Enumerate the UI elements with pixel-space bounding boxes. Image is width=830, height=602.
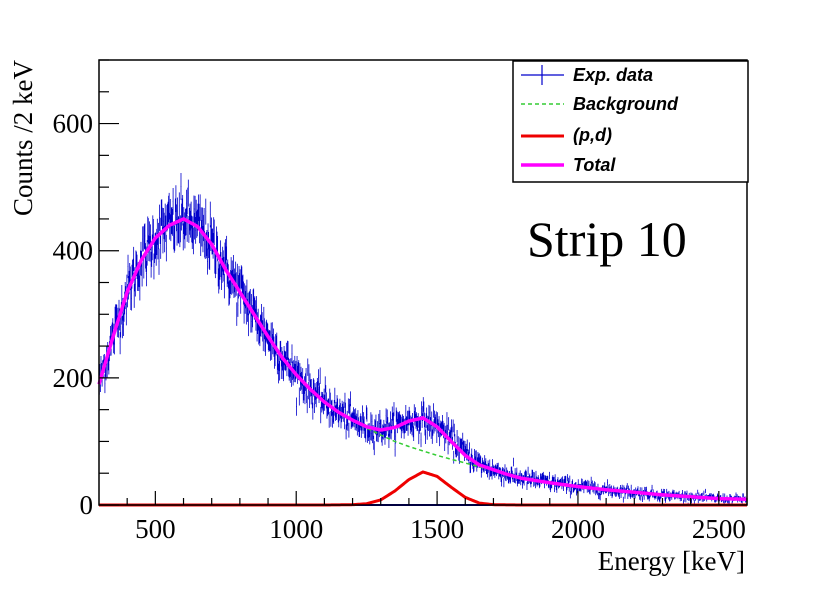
legend: Exp. data Background (p,d) Total (512, 60, 749, 183)
y-axis-title: Counts /2 keV (8, 60, 38, 217)
x-tick-label: 500 (135, 514, 176, 544)
legend-label-total: Total (573, 155, 616, 175)
legend-label-exp-data: Exp. data (573, 65, 653, 85)
y-tick-label: 0 (80, 490, 94, 520)
x-tick-label: 1500 (410, 514, 464, 544)
legend-label-background: Background (573, 94, 679, 114)
x-tick-label: 2000 (551, 514, 605, 544)
legend-entry-exp-data: Exp. data (521, 65, 653, 85)
legend-entry-pd: (p,d) (521, 125, 612, 145)
x-tick-label: 2500 (692, 514, 746, 544)
legend-box (512, 60, 749, 183)
y-tick-label: 600 (53, 109, 94, 139)
legend-entry-background: Background (521, 94, 679, 114)
y-tick-label: 200 (53, 363, 94, 393)
series-total (97, 216, 748, 502)
legend-label-pd: (p,d) (573, 125, 612, 145)
legend-entry-total: Total (521, 155, 616, 175)
strip-annotation: Strip 10 (527, 211, 687, 267)
x-axis-title: Energy [keV] (598, 546, 745, 576)
x-tick-label: 1000 (269, 514, 323, 544)
ticks-layer: 500 1000 1500 2000 2500 0 200 400 600 (53, 59, 748, 544)
y-tick-label: 400 (53, 236, 94, 266)
series-pd (99, 470, 747, 507)
